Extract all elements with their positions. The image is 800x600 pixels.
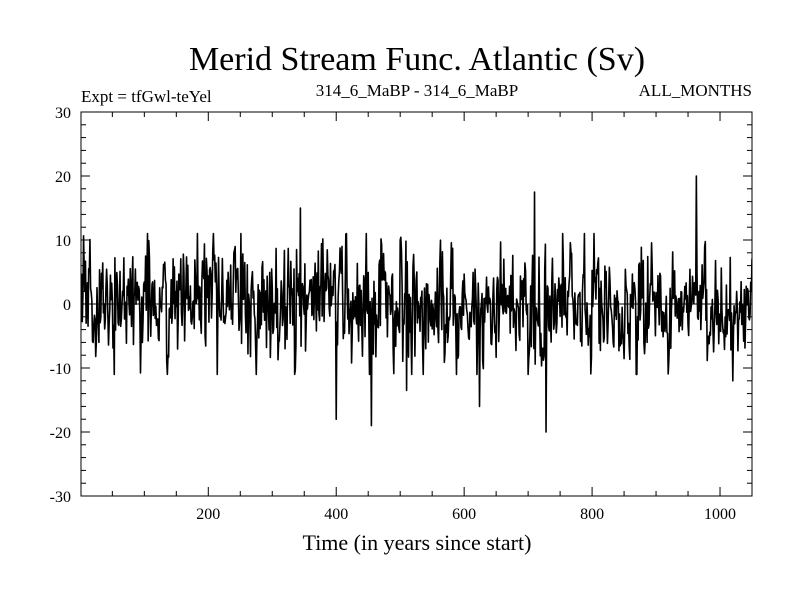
subtitle-center: 314_6_MaBP - 314_6_MaBP <box>316 81 518 100</box>
subtitle-right: ALL_MONTHS <box>639 81 752 100</box>
series-line <box>81 175 752 433</box>
y-tick-label: -10 <box>50 361 71 378</box>
x-tick-label: 200 <box>196 506 220 523</box>
y-tick-label: 30 <box>55 105 71 122</box>
y-tick-label: 20 <box>55 169 71 186</box>
y-tick-label: -30 <box>50 489 71 506</box>
x-axis-label: Time (in years since start) <box>303 530 532 555</box>
x-tick-label: 400 <box>324 506 348 523</box>
y-axis: -30 -20 -10 0 10 20 30 <box>50 105 752 506</box>
y-tick-label: -20 <box>50 425 71 442</box>
chart-title: Merid Stream Func. Atlantic (Sv) <box>189 41 645 78</box>
y-tick-label: 10 <box>55 233 71 250</box>
plot-frame <box>80 111 753 497</box>
plot-area <box>81 175 752 433</box>
x-axis: 200 400 600 800 1000 <box>111 112 753 523</box>
subtitle-left: Expt = tfGwl-teYel <box>81 87 212 106</box>
x-tick-label: 600 <box>452 506 476 523</box>
y-tick-label: 0 <box>63 297 71 314</box>
x-tick-label: 800 <box>580 506 604 523</box>
x-tick-label: 1000 <box>704 506 736 523</box>
